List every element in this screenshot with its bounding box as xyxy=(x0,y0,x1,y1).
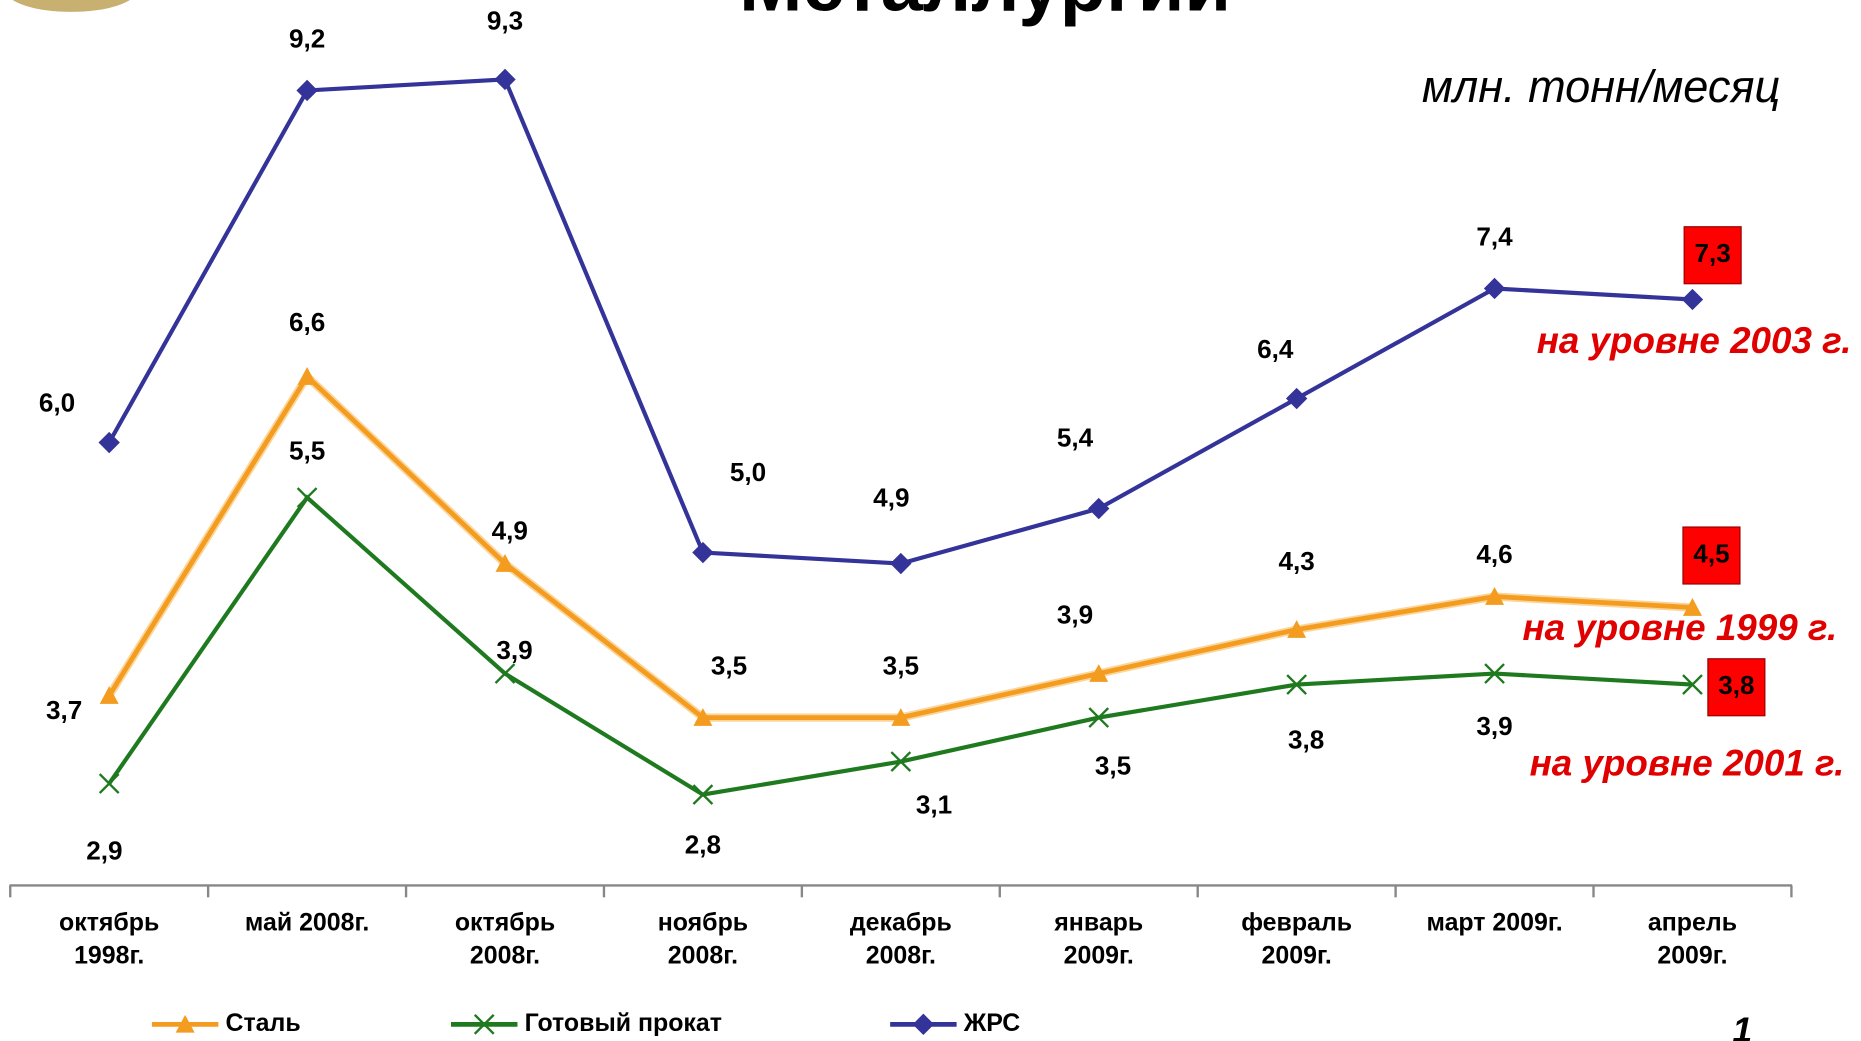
value-label: 3,9 xyxy=(496,635,532,665)
value-label: 6,0 xyxy=(39,387,75,417)
annotation: на уровне 2001 г. xyxy=(1530,742,1845,783)
value-label: 3,5 xyxy=(883,651,919,681)
legend-marker xyxy=(175,1014,195,1033)
marker xyxy=(98,431,120,454)
value-label: 4,9 xyxy=(873,482,909,512)
x-tick-label-line: 2009г. xyxy=(1262,941,1332,969)
x-tick-label: февраль 2009г. xyxy=(1241,908,1352,969)
x-tick-label: ноябрь 2008г. xyxy=(658,908,748,969)
x-tick-label-line: октябрь xyxy=(455,908,555,936)
marker xyxy=(692,784,714,805)
marker xyxy=(495,554,515,572)
marker xyxy=(1485,587,1505,605)
series-line xyxy=(107,494,1693,797)
value-label: 5,5 xyxy=(289,435,325,465)
marker xyxy=(1089,664,1109,682)
value-label: 5,4 xyxy=(1057,423,1094,453)
x-tick-label-line: 2008г. xyxy=(866,941,936,969)
marker xyxy=(692,541,714,564)
marker xyxy=(494,663,516,684)
value-label: 3,8 xyxy=(1718,670,1754,700)
marker xyxy=(1287,620,1307,638)
legend-label: Готовый прокат xyxy=(525,1009,722,1037)
x-tick-label: май 2008г. xyxy=(245,908,369,936)
marker xyxy=(890,751,912,772)
marker xyxy=(99,686,119,704)
value-label: 4,3 xyxy=(1278,546,1314,576)
marker xyxy=(1285,387,1308,410)
value-label: 3,5 xyxy=(711,651,747,681)
x-tick-label-line: 1998г. xyxy=(74,941,144,969)
x-tick-label-line: 2009г. xyxy=(1657,941,1727,969)
annotation: на уровне 1999 г. xyxy=(1522,607,1837,648)
value-label: 3,9 xyxy=(1476,711,1512,741)
value-label: 2,9 xyxy=(86,835,122,865)
marker xyxy=(494,68,516,91)
legend-label: Сталь xyxy=(226,1009,301,1037)
marker xyxy=(1682,598,1702,616)
x-tick-label: октябрь 1998г. xyxy=(59,908,159,969)
value-label-highlight xyxy=(1707,658,1766,717)
marker xyxy=(1484,663,1505,684)
x-tick-label-line: март 2009г. xyxy=(1426,908,1562,936)
legend-marker xyxy=(912,1013,935,1036)
marker xyxy=(98,773,120,794)
x-tick-label-line: 2009г. xyxy=(1064,941,1134,969)
x-tick-label: декабрь 2008г. xyxy=(850,908,952,969)
marker xyxy=(1088,497,1110,520)
value-label: 6,4 xyxy=(1257,334,1294,364)
x-tick-label: март 2009г. xyxy=(1426,908,1562,936)
x-tick-label-line: январь xyxy=(1053,908,1143,936)
value-label: 3,8 xyxy=(1288,724,1324,754)
marker xyxy=(1483,277,1506,300)
page-number: 1 xyxy=(1732,1010,1752,1041)
chart-title: Металлургии xyxy=(739,0,1231,28)
value-label: 3,9 xyxy=(1057,599,1093,629)
x-tick-label-line: 2008г. xyxy=(668,941,738,969)
x-tick-label: октябрь 2008г. xyxy=(455,908,555,969)
x-tick-label: январь 2009г. xyxy=(1053,908,1143,969)
marker xyxy=(1286,674,1307,695)
value-label: 4,5 xyxy=(1693,538,1729,568)
x-tick-label-line: октябрь xyxy=(59,908,159,936)
annotation: на уровне 2003 г. xyxy=(1537,320,1852,361)
x-tick-label-line: ноябрь xyxy=(658,908,748,936)
value-label: 9,3 xyxy=(487,5,523,35)
value-label: 3,7 xyxy=(46,695,82,725)
unit-label: млн. тонн/месяц xyxy=(1422,61,1780,112)
x-tick-label-line: апрель xyxy=(1648,908,1737,936)
marker xyxy=(1682,674,1703,695)
value-label-highlight xyxy=(1683,226,1742,285)
marker xyxy=(1088,707,1110,728)
x-tick-label-line: февраль xyxy=(1241,908,1352,936)
value-label-highlight xyxy=(1682,526,1741,585)
value-label: 2,8 xyxy=(685,830,721,860)
logo xyxy=(12,0,130,12)
marker xyxy=(296,79,318,102)
marker xyxy=(693,708,713,726)
value-label: 9,2 xyxy=(289,23,325,53)
x-tick-label-line: декабрь xyxy=(850,908,952,936)
value-label: 7,4 xyxy=(1476,222,1513,252)
marker xyxy=(1681,288,1704,311)
marker xyxy=(891,708,911,726)
x-tick-label-line: май 2008г. xyxy=(245,908,369,936)
value-label: 3,5 xyxy=(1095,750,1131,780)
value-label: 4,9 xyxy=(492,516,528,546)
legend-label: ЖРС xyxy=(963,1009,1021,1037)
marker xyxy=(297,367,317,385)
value-label: 7,3 xyxy=(1694,238,1730,268)
marker xyxy=(890,552,912,575)
x-tick-label: апрель 2009г. xyxy=(1648,908,1737,969)
x-tick-label-line: 2008г. xyxy=(470,941,540,969)
value-label: 6,6 xyxy=(289,307,325,337)
value-label: 5,0 xyxy=(730,457,766,487)
value-label: 4,6 xyxy=(1476,539,1512,569)
legend-marker xyxy=(473,1013,495,1035)
marker xyxy=(296,487,318,508)
value-label: 3,1 xyxy=(916,790,952,820)
